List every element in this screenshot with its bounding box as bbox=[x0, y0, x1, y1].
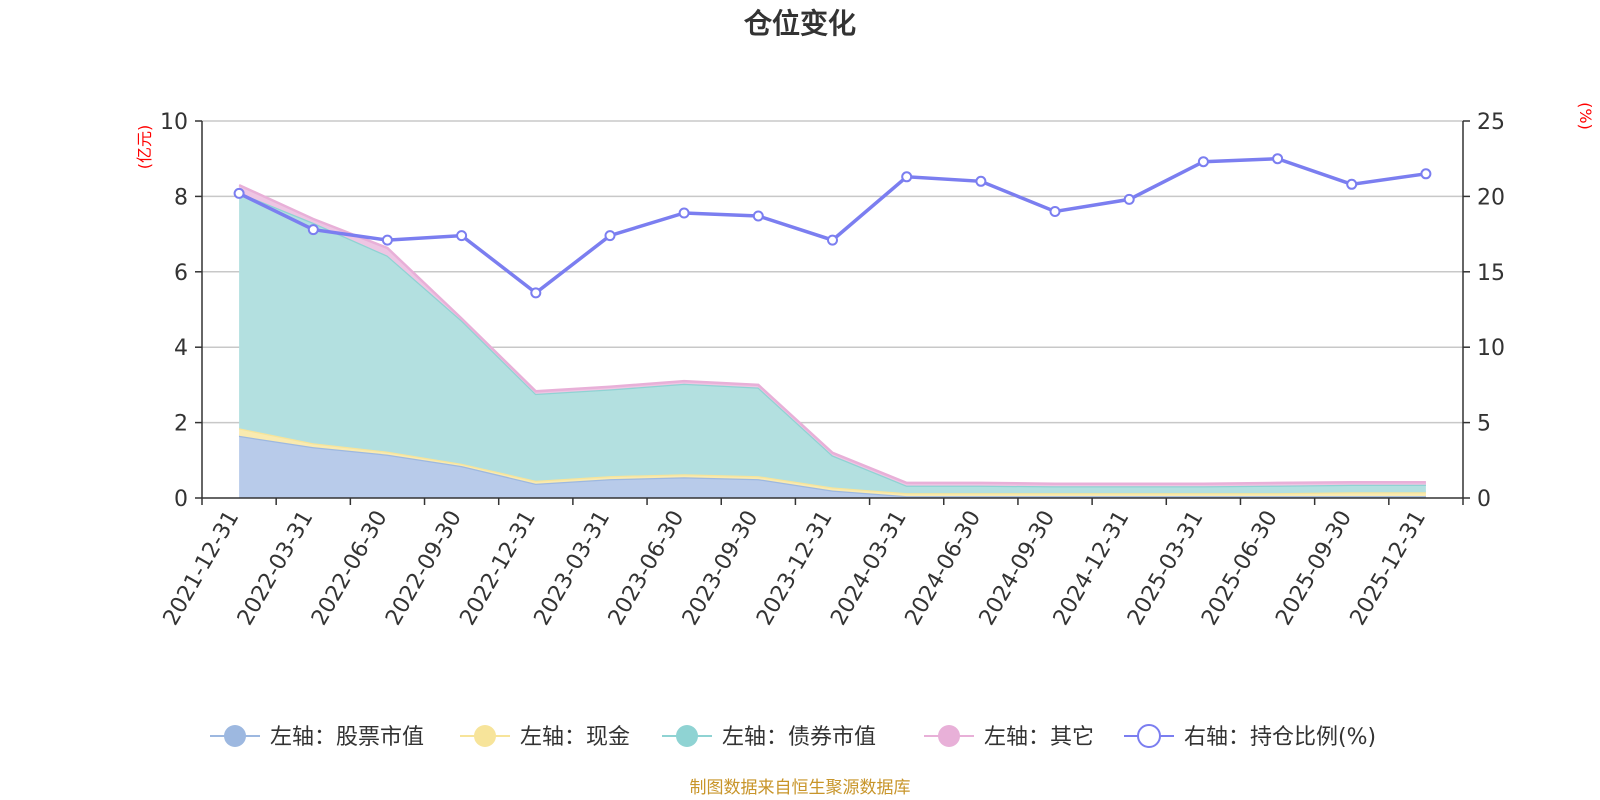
x-tick-label: 2024-03-31 bbox=[826, 507, 912, 630]
x-tick-label: 2021-12-31 bbox=[159, 507, 245, 630]
x-tick-label: 2022-09-30 bbox=[381, 506, 467, 629]
area-左轴：债券市值 bbox=[239, 192, 1426, 494]
legend-item[interactable]: 左轴：现金 bbox=[460, 725, 630, 750]
left-tick-label: 10 bbox=[160, 110, 188, 135]
ratio-point bbox=[233, 187, 245, 199]
x-tick-label: 2025-03-31 bbox=[1123, 507, 1209, 630]
right-tick-label: 25 bbox=[1477, 110, 1505, 135]
right-tick-label: 15 bbox=[1477, 261, 1505, 286]
data-source-note: 制图数据来自恒生聚源数据库 bbox=[690, 778, 911, 798]
x-tick-label: 2023-03-31 bbox=[530, 507, 616, 630]
area-line-左轴：其它 bbox=[238, 183, 1426, 485]
left-tick-label: 2 bbox=[174, 412, 188, 437]
right-axis-unit: (%) bbox=[1576, 102, 1595, 130]
x-axis-ticks: 2021-12-312022-03-312022-06-302022-09-30… bbox=[159, 498, 1464, 630]
right-axis-ticks: 0 5 10 15 20 25 bbox=[1463, 110, 1505, 512]
legend-swatch-dot bbox=[224, 725, 246, 747]
x-tick-label: 2024-09-30 bbox=[975, 506, 1061, 629]
left-tick-label: 0 bbox=[174, 487, 188, 512]
ratio-point bbox=[827, 234, 838, 246]
x-tick-label: 2022-12-31 bbox=[455, 507, 541, 630]
ratio-point bbox=[975, 175, 987, 187]
left-tick-label: 6 bbox=[174, 261, 188, 286]
legend-item[interactable]: 左轴：债券市值 bbox=[662, 725, 876, 750]
x-tick-label: 2022-06-30 bbox=[307, 506, 393, 629]
area-左轴：股票市值 bbox=[239, 435, 1426, 498]
ratio-point bbox=[678, 207, 690, 219]
ratio-point bbox=[1346, 178, 1358, 190]
right-tick-label: 0 bbox=[1477, 487, 1491, 512]
ratio-line-series bbox=[233, 153, 1432, 299]
right-tick-label: 5 bbox=[1477, 412, 1491, 437]
x-tick-label: 2024-06-30 bbox=[900, 507, 986, 630]
x-tick-label: 2025-09-30 bbox=[1271, 506, 1357, 629]
left-tick-label: 4 bbox=[174, 336, 188, 361]
ratio-point bbox=[1272, 153, 1284, 165]
chart-title: 仓位变化 bbox=[744, 7, 856, 40]
ratio-point bbox=[604, 230, 616, 242]
x-tick-label: 2025-12-31 bbox=[1346, 506, 1432, 629]
legend[interactable]: 左轴：股票市值 左轴：现金 左轴：债券市值 左轴：其它 右轴：持仓比例(%) bbox=[210, 724, 1376, 750]
x-tick-label: 2023-09-30 bbox=[678, 506, 764, 629]
legend-label: 左轴：现金 bbox=[520, 725, 630, 750]
x-tick-label: 2023-12-31 bbox=[752, 507, 838, 630]
legend-swatch-dot bbox=[938, 725, 960, 747]
legend-label: 左轴：其它 bbox=[984, 725, 1094, 750]
left-tick-label: 8 bbox=[174, 185, 188, 210]
right-tick-label: 20 bbox=[1477, 185, 1505, 210]
x-tick-label: 2025-06-30 bbox=[1197, 507, 1283, 630]
ratio-point bbox=[530, 287, 542, 299]
x-tick-label: 2023-06-30 bbox=[604, 506, 690, 629]
legend-swatch-dot bbox=[1137, 724, 1161, 748]
ratio-point bbox=[1123, 193, 1135, 205]
ratio-point bbox=[752, 210, 764, 222]
left-axis-ticks: 0 2 4 6 8 10 bbox=[160, 110, 202, 512]
x-tick-label: 2022-03-31 bbox=[233, 507, 319, 630]
ratio-point bbox=[456, 230, 468, 242]
ratio-line-path bbox=[238, 156, 1427, 296]
ratio-point bbox=[1049, 206, 1061, 217]
legend-item[interactable]: 左轴：股票市值 bbox=[210, 725, 424, 750]
legend-swatch-dot bbox=[676, 725, 698, 747]
x-tick-label: 2024-12-31 bbox=[1049, 506, 1135, 629]
legend-label: 左轴：债券市值 bbox=[722, 725, 876, 750]
legend-swatch-dot bbox=[474, 725, 496, 747]
stacked-areas bbox=[238, 183, 1426, 498]
ratio-point bbox=[1420, 168, 1432, 180]
left-axis-unit: (亿元) bbox=[135, 125, 154, 170]
legend-label: 右轴：持仓比例(%) bbox=[1184, 725, 1376, 750]
ratio-point bbox=[381, 234, 393, 246]
ratio-point bbox=[1197, 156, 1209, 168]
ratio-point bbox=[307, 224, 319, 236]
right-tick-label: 10 bbox=[1477, 336, 1505, 361]
legend-item[interactable]: 右轴：持仓比例(%) bbox=[1124, 724, 1376, 750]
axes bbox=[201, 121, 1464, 499]
ratio-point bbox=[901, 171, 913, 183]
legend-item[interactable]: 左轴：其它 bbox=[924, 725, 1094, 750]
legend-label: 左轴：股票市值 bbox=[270, 725, 424, 750]
